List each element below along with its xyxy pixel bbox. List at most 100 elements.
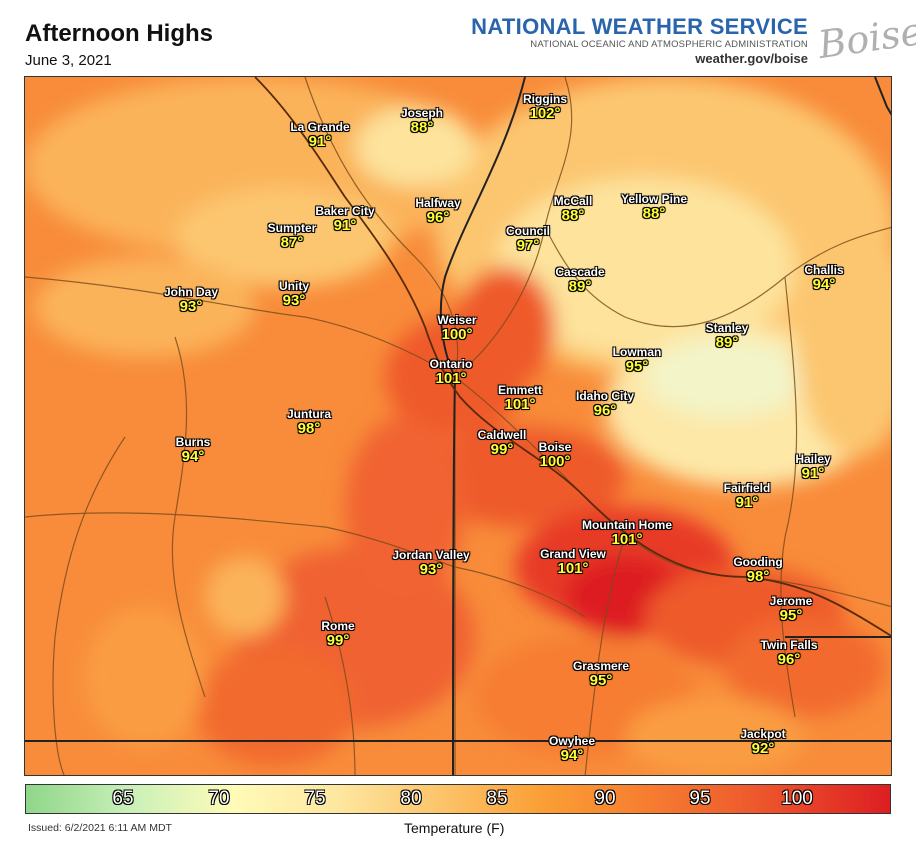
city-name: Mountain Home [582, 518, 672, 532]
city-name: Jordan Valley [392, 548, 470, 562]
city-temperature: 92° [751, 740, 775, 757]
city-temperature: 88° [410, 119, 434, 136]
city-label-burns: Burns 94° [176, 436, 211, 464]
city-temperature: 102° [529, 105, 561, 122]
city-name: Baker City [315, 204, 375, 218]
city-name: Jerome [769, 594, 813, 608]
city-temperature: 87° [280, 234, 304, 251]
city-temperature: 91° [333, 217, 357, 234]
city-name: Lowman [612, 345, 662, 359]
legend-unit: Temperature (F) [404, 820, 505, 836]
city-temperature: 99° [326, 632, 350, 649]
city-temperature: 93° [179, 298, 203, 315]
legend-label-95: 95 [689, 788, 711, 809]
city-temperature: 91° [308, 133, 332, 150]
city-label-weiser: Weiser 100° [437, 314, 476, 342]
city-label-riggins: Riggins 102° [523, 93, 567, 121]
city-label-boise: Boise 100° [539, 441, 572, 469]
city-label-jerome: Jerome 95° [770, 595, 813, 623]
city-name: Grand View [540, 547, 606, 561]
city-name: Rome [321, 619, 355, 633]
city-temperature: 88° [561, 207, 585, 224]
city-temperature: 99° [490, 441, 514, 458]
city-label-gooding: Gooding 98° [733, 556, 782, 584]
legend-label-65: 65 [112, 788, 134, 809]
city-name: Twin Falls [760, 638, 818, 652]
city-name: Riggins [523, 92, 567, 106]
city-temperature: 97° [516, 237, 540, 254]
city-label-sumpter: Sumpter 87° [268, 222, 317, 250]
city-name: La Grande [290, 120, 350, 134]
city-temperature: 94° [812, 276, 836, 293]
city-name: Owyhee [548, 734, 596, 748]
map-title: Afternoon Highs [25, 20, 213, 47]
city-label-council: Council 97° [506, 225, 550, 253]
city-label-stanley: Stanley 89° [706, 322, 749, 350]
city-temperature: 96° [593, 402, 617, 419]
city-label-la-grande: La Grande 91° [290, 121, 349, 149]
city-name: Juntura [286, 407, 332, 421]
city-temperature: 98° [746, 568, 770, 585]
legend-label-85: 85 [486, 788, 508, 809]
city-label-twin-falls: Twin Falls 96° [760, 639, 817, 667]
office-logo: Boise [815, 8, 916, 68]
city-label-grand-view: Grand View 101° [540, 548, 606, 576]
city-label-jackpot: Jackpot 92° [740, 728, 785, 756]
city-label-baker-city: Baker City 91° [315, 205, 374, 233]
city-name: Ontario [429, 357, 473, 371]
city-name: Boise [538, 440, 572, 454]
city-name: Jackpot [740, 727, 786, 741]
city-temperature: 95° [779, 607, 803, 624]
city-temperature: 88° [642, 205, 666, 222]
city-temperature: 101° [504, 396, 536, 413]
temperature-map: La Grande 91° Joseph 88° Riggins 102° Baker Ci… [24, 76, 892, 776]
city-label-juntura: Juntura 98° [287, 408, 331, 436]
city-label-idaho-city: Idaho City 96° [576, 390, 634, 418]
city-name: Yellow Pine [620, 192, 688, 206]
noaa-name: NATIONAL OCEANIC AND ATMOSPHERIC ADMINIS… [530, 39, 808, 50]
city-temperature: 98° [297, 420, 321, 437]
city-label-caldwell: Caldwell 99° [478, 429, 527, 457]
city-label-owyhee: Owyhee 94° [549, 735, 595, 763]
city-temperature: 89° [568, 278, 592, 295]
city-name: Halfway [415, 196, 461, 210]
issued-timestamp: Issued: 6/2/2021 6:11 AM MDT [28, 822, 172, 834]
city-name: Stanley [705, 321, 749, 335]
legend-label-90: 90 [594, 788, 616, 809]
city-temperature: 101° [557, 560, 589, 577]
city-name: Unity [279, 279, 309, 293]
city-temperature: 96° [426, 209, 450, 226]
map-date: June 3, 2021 [25, 52, 112, 69]
city-name: Council [506, 224, 550, 238]
city-label-grasmere: Grasmere 95° [573, 660, 629, 688]
city-label-joseph: Joseph 88° [401, 107, 443, 135]
city-label-unity: Unity 93° [279, 280, 309, 308]
city-name: John Day [163, 285, 219, 299]
temperature-legend: 65 70 75 80 85 90 95 100 [25, 784, 891, 814]
city-label-mountain-home: Mountain Home 101° [582, 519, 672, 547]
city-name: Grasmere [572, 659, 630, 673]
city-label-jordan-valley: Jordan Valley 93° [392, 549, 469, 577]
city-temperature: 101° [611, 531, 643, 548]
city-name: Cascade [555, 265, 605, 279]
city-name: McCall [553, 194, 593, 208]
city-label-lowman: Lowman 95° [613, 346, 662, 374]
city-name: Hailey [795, 452, 831, 466]
legend-label-70: 70 [208, 788, 230, 809]
city-temperature: 89° [715, 334, 739, 351]
city-label-challis: Challis 94° [804, 264, 843, 292]
city-temperature: 100° [539, 453, 571, 470]
city-label-yellow-pine: Yellow Pine 88° [621, 193, 687, 221]
city-label-halfway: Halfway 96° [415, 197, 460, 225]
city-name: Challis [804, 263, 844, 277]
city-name: Fairfield [723, 481, 771, 495]
city-name: Caldwell [477, 428, 527, 442]
city-temperature: 91° [735, 494, 759, 511]
city-label-hailey: Hailey 91° [795, 453, 830, 481]
legend-label-75: 75 [304, 788, 326, 809]
city-temperature: 95° [589, 672, 613, 689]
city-name: Joseph [400, 106, 444, 120]
nws-url-link[interactable]: weather.gov/boise [695, 51, 808, 66]
city-label-emmett: Emmett 101° [498, 384, 542, 412]
city-label-cascade: Cascade 89° [555, 266, 604, 294]
